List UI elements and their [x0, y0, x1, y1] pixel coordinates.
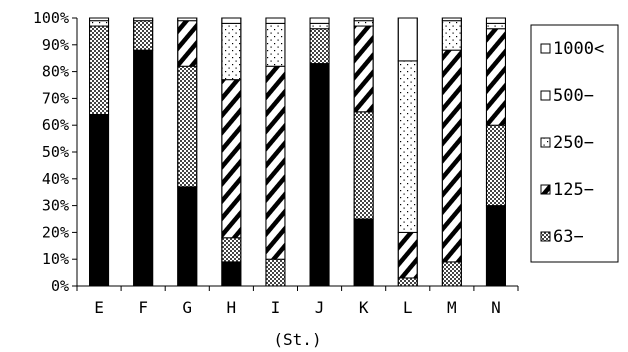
bar-segment-I-3 — [265, 22, 286, 67]
bar-outline-E — [89, 17, 110, 287]
y-tick-label: 20% — [42, 223, 69, 241]
x-tick-label: H — [227, 298, 237, 317]
legend-label-3: 125− — [553, 180, 594, 200]
x-tick-label: G — [182, 298, 192, 317]
bar-segment-I-1 — [265, 258, 286, 287]
y-tick-label: 60% — [42, 116, 69, 134]
bar-segment-E-0 — [89, 113, 110, 287]
bar-segment-I-4 — [265, 17, 286, 24]
bar-outline-M — [441, 17, 462, 287]
bar-segment-K-3 — [353, 20, 374, 27]
y-tick-label: 50% — [42, 143, 69, 161]
bar-segment-K-0 — [353, 218, 374, 287]
x-tick-label: I — [271, 298, 281, 317]
bar-segment-J-1 — [309, 28, 330, 65]
y-tick-label: 30% — [42, 197, 69, 215]
bar-segment-H-0 — [221, 261, 242, 287]
bar-segment-M-3 — [441, 20, 462, 51]
x-tick-label: E — [94, 298, 104, 317]
bar-segment-K-1 — [353, 111, 374, 220]
bar-segment-F-1 — [133, 20, 154, 51]
bar-segment-K-2 — [353, 25, 374, 113]
y-tick-label: 10% — [42, 250, 69, 268]
bar-segment-N-0 — [485, 205, 506, 287]
y-tick-label: 100% — [33, 9, 69, 27]
legend-label-2: 250− — [553, 133, 594, 153]
x-tick-label: N — [491, 298, 501, 317]
bar-segment-M-1 — [441, 261, 462, 287]
y-tick-label: 70% — [42, 89, 69, 107]
legend-swatch-3 — [540, 184, 551, 195]
x-tick-label: K — [359, 298, 369, 317]
bar-segment-J-3 — [309, 22, 330, 30]
y-tick-label: 40% — [42, 170, 69, 188]
bars — [89, 17, 506, 287]
legend-label-0: 1000< — [553, 39, 604, 59]
legend-swatch-4 — [540, 231, 551, 242]
bar-segment-N-4 — [485, 17, 506, 24]
bar-outline-I — [265, 17, 286, 287]
bar-segment-N-3 — [485, 22, 506, 30]
x-tick-label: J — [315, 298, 325, 317]
bar-outline-L — [397, 17, 418, 287]
bar-segment-L-4 — [397, 17, 418, 62]
legend-swatch-1 — [540, 90, 551, 101]
bar-outline-K — [353, 17, 374, 287]
x-tick-label: F — [138, 298, 148, 317]
bar-segment-L-1 — [397, 277, 418, 287]
bar-outline-J — [309, 17, 330, 287]
bar-outline-N — [485, 17, 506, 287]
x-tick-label: M — [447, 298, 457, 317]
bar-segment-G-1 — [177, 65, 198, 188]
x-axis-title: (St.) — [273, 330, 321, 349]
bar-outline-H — [221, 17, 242, 287]
y-tick-label: 0% — [51, 277, 69, 295]
bar-segment-F-0 — [133, 49, 154, 287]
bar-segment-N-2 — [485, 28, 506, 126]
legend-swatch-0 — [540, 43, 551, 54]
bar-segment-J-0 — [309, 63, 330, 287]
bar-segment-H-4 — [221, 17, 242, 24]
bar-segment-M-2 — [441, 49, 462, 263]
bar-segment-J-4 — [309, 17, 330, 24]
legend-label-4: 63− — [553, 227, 584, 247]
bar-segment-G-0 — [177, 186, 198, 287]
bar-outline-G — [177, 17, 198, 287]
bar-segment-H-3 — [221, 22, 242, 81]
legend-label-1: 500− — [553, 86, 594, 106]
bar-segment-L-3 — [397, 60, 418, 233]
axis-labels: 0% 10% 20% 30% 40% 50% 60% 70% 80% 90% 100% E F G H I J K… — [33, 9, 501, 349]
bar-segment-E-3 — [89, 20, 110, 27]
bar-segment-H-1 — [221, 237, 242, 263]
legend-swatch-2 — [540, 137, 551, 148]
bar-segment-E-1 — [89, 25, 110, 115]
y-tick-label: 90% — [42, 36, 69, 54]
bar-segment-H-2 — [221, 79, 242, 239]
bar-segment-I-2 — [265, 65, 286, 260]
x-tick-label: L — [403, 298, 413, 317]
legend: 1000< 500− 250− 125− 63− — [530, 24, 619, 263]
bar-segment-L-2 — [397, 231, 418, 279]
bar-segment-N-1 — [485, 124, 506, 207]
y-tick-label: 80% — [42, 63, 69, 81]
bar-outline-F — [133, 17, 154, 287]
bar-segment-G-2 — [177, 20, 198, 67]
